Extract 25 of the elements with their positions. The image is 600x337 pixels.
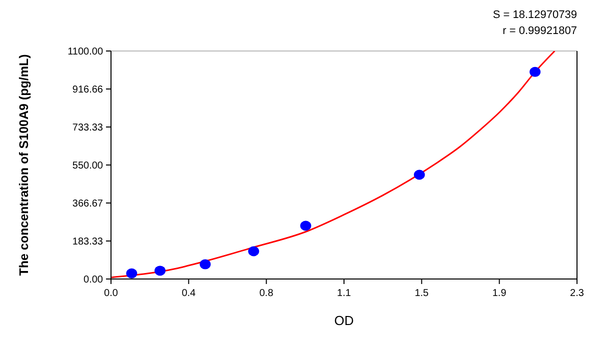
point [414,170,425,180]
x-tick-label: 0.8 [259,288,274,299]
y-axis-title: The concentration of S100A9 (pg/mL) [17,54,31,276]
y-tick-label: 366.67 [72,198,104,210]
x-tick-label: 1.1 [337,288,352,299]
text: S = 18.12970739 [492,9,577,21]
x-tick-label: 0.0 [104,288,118,299]
x-tick-label: 1.5 [414,288,430,299]
y-tick-label: 0.00 [84,274,104,286]
x-tick-label: 0.4 [182,288,196,299]
point [200,259,211,270]
y-tick-label: 1100.00 [68,46,104,58]
text: r = 0.99921807 [502,25,577,37]
point [154,266,166,276]
y-tick-label: 550.00 [72,160,104,172]
x-axis-title: OD [334,313,354,328]
point [300,220,312,231]
x-tick-label: 2.3 [570,288,584,299]
point [530,66,541,77]
y-tick-label: 916.66 [72,84,104,96]
y-tick-label: 733.33 [72,122,104,134]
x-tick-label: 1.9 [492,288,507,299]
y-tick-label: 183.33 [72,236,104,248]
point [248,246,260,256]
point [126,268,138,278]
